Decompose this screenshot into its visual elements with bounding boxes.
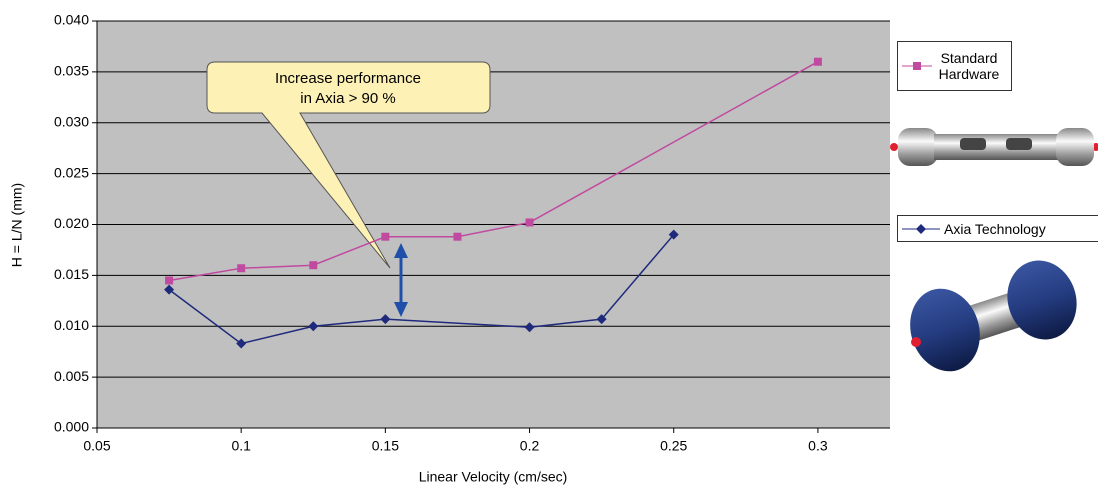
y-tick-label: 0.025 bbox=[54, 164, 89, 180]
point bbox=[596, 314, 607, 325]
point bbox=[308, 321, 319, 332]
point bbox=[453, 232, 462, 241]
y-tick-label: 0.020 bbox=[54, 215, 89, 231]
annotation: in Axia > 90 % bbox=[300, 90, 395, 107]
x-axis-label: Linear Velocity (cm/sec) bbox=[419, 469, 568, 485]
steel-column-image bbox=[890, 128, 1098, 166]
callout bbox=[206, 61, 491, 269]
y-tick-label: 0.015 bbox=[54, 266, 89, 282]
point bbox=[813, 57, 822, 66]
y-tick-label: 0.030 bbox=[54, 113, 89, 129]
x-tick-label: 0.15 bbox=[372, 438, 399, 454]
y-tick-label: 0.010 bbox=[54, 317, 89, 333]
legend-label: Standard Hardware bbox=[938, 50, 1000, 82]
x-tick-label: 0.25 bbox=[660, 438, 687, 454]
legend-label: Axia Technology bbox=[944, 220, 1046, 237]
y-tick-label: 0.040 bbox=[54, 12, 89, 28]
axia-column-image bbox=[910, 260, 1077, 372]
y-tick-label: 0.000 bbox=[54, 419, 89, 435]
point bbox=[381, 232, 390, 241]
legend: Axia Technology bbox=[897, 215, 1098, 242]
x-tick-label: 0.3 bbox=[808, 438, 828, 454]
double-arrow bbox=[394, 243, 408, 317]
legend-symbol bbox=[902, 62, 932, 70]
y-tick-label: 0.035 bbox=[54, 63, 89, 79]
y-axis-label: H = L/N (mm) bbox=[9, 183, 25, 267]
point bbox=[165, 276, 174, 285]
point bbox=[236, 338, 247, 349]
legend-symbol bbox=[902, 223, 940, 234]
point bbox=[525, 218, 534, 227]
point bbox=[668, 229, 679, 240]
x-tick-label: 0.05 bbox=[83, 438, 110, 454]
point bbox=[524, 322, 535, 333]
legend: Standard Hardware bbox=[897, 41, 1012, 91]
point bbox=[164, 284, 175, 295]
point bbox=[380, 314, 391, 325]
x-tick-label: 0.2 bbox=[520, 438, 540, 454]
y-tick-label: 0.005 bbox=[54, 368, 89, 384]
annotation: Increase performance bbox=[275, 70, 421, 87]
point bbox=[237, 264, 246, 273]
point bbox=[309, 261, 318, 270]
x-tick-label: 0.1 bbox=[231, 438, 251, 454]
